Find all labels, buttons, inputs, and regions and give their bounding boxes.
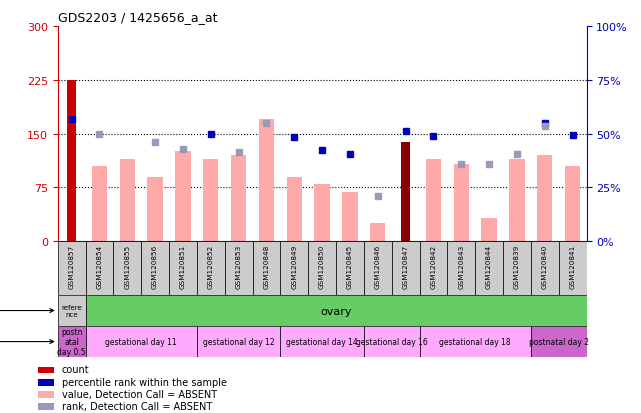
Text: GSM120857: GSM120857 xyxy=(69,244,74,288)
Bar xyxy=(392,242,419,295)
Bar xyxy=(510,159,524,242)
Text: value, Detection Call = ABSENT: value, Detection Call = ABSENT xyxy=(62,389,217,399)
Bar xyxy=(38,391,54,398)
Bar xyxy=(38,379,54,386)
Bar xyxy=(336,242,364,295)
Text: GSM120853: GSM120853 xyxy=(236,244,242,288)
Bar xyxy=(38,367,54,373)
Text: GSM120850: GSM120850 xyxy=(319,244,325,288)
Bar xyxy=(315,184,329,242)
Text: count: count xyxy=(62,365,89,375)
Text: GSM120845: GSM120845 xyxy=(347,244,353,288)
Bar xyxy=(308,242,336,295)
Bar xyxy=(370,224,385,242)
Text: postnatal day 2: postnatal day 2 xyxy=(529,337,588,346)
Text: ovary: ovary xyxy=(320,306,352,316)
Bar xyxy=(113,242,141,295)
Bar xyxy=(203,159,219,242)
Bar xyxy=(537,156,553,242)
Bar xyxy=(447,242,475,295)
Bar xyxy=(454,164,469,242)
Bar xyxy=(147,177,163,242)
Text: gestational day 11: gestational day 11 xyxy=(105,337,177,346)
Bar xyxy=(565,166,580,242)
Bar xyxy=(67,81,76,242)
Text: gestational day 18: gestational day 18 xyxy=(439,337,511,346)
Text: GSM120852: GSM120852 xyxy=(208,244,213,288)
Text: gestational day 12: gestational day 12 xyxy=(203,337,274,346)
Text: GSM120841: GSM120841 xyxy=(570,244,576,288)
Bar xyxy=(531,326,587,357)
Bar xyxy=(475,242,503,295)
Bar xyxy=(231,156,246,242)
Bar xyxy=(287,177,302,242)
Bar xyxy=(197,326,280,357)
Bar xyxy=(92,166,107,242)
Bar xyxy=(169,242,197,295)
Bar xyxy=(559,242,587,295)
Bar xyxy=(58,295,85,326)
Bar xyxy=(280,242,308,295)
Bar xyxy=(401,143,410,242)
Text: GSM120844: GSM120844 xyxy=(486,244,492,288)
Bar xyxy=(120,159,135,242)
Text: gestational day 14: gestational day 14 xyxy=(287,337,358,346)
Bar xyxy=(141,242,169,295)
Bar xyxy=(426,159,441,242)
Text: GSM120851: GSM120851 xyxy=(180,244,186,288)
Bar xyxy=(503,242,531,295)
Text: GSM120846: GSM120846 xyxy=(375,244,381,288)
Text: GDS2203 / 1425656_a_at: GDS2203 / 1425656_a_at xyxy=(58,11,217,24)
Text: gestational day 16: gestational day 16 xyxy=(356,337,428,346)
Bar xyxy=(175,152,190,242)
Bar xyxy=(419,326,531,357)
Bar xyxy=(531,242,559,295)
Text: GSM120847: GSM120847 xyxy=(403,244,408,288)
Bar xyxy=(85,326,197,357)
Bar xyxy=(58,242,85,295)
Text: rank, Detection Call = ABSENT: rank, Detection Call = ABSENT xyxy=(62,401,212,411)
Text: GSM120855: GSM120855 xyxy=(124,244,130,288)
Text: refere
nce: refere nce xyxy=(62,304,82,317)
Bar xyxy=(253,242,280,295)
Text: GSM120849: GSM120849 xyxy=(291,244,297,288)
Bar xyxy=(364,326,419,357)
Text: age: age xyxy=(0,337,54,347)
Text: GSM120840: GSM120840 xyxy=(542,244,548,288)
Text: postn
atal
day 0.5: postn atal day 0.5 xyxy=(57,327,86,356)
Text: GSM120854: GSM120854 xyxy=(96,244,103,288)
Text: GSM120848: GSM120848 xyxy=(263,244,269,288)
Bar xyxy=(419,242,447,295)
Text: GSM120842: GSM120842 xyxy=(431,244,437,288)
Bar xyxy=(197,242,225,295)
Bar xyxy=(280,326,364,357)
Text: percentile rank within the sample: percentile rank within the sample xyxy=(62,377,226,387)
Text: tissue: tissue xyxy=(0,306,54,316)
Bar xyxy=(38,404,54,410)
Bar xyxy=(364,242,392,295)
Bar xyxy=(342,193,358,242)
Text: GSM120839: GSM120839 xyxy=(514,244,520,288)
Bar xyxy=(58,326,85,357)
Text: GSM120856: GSM120856 xyxy=(152,244,158,288)
Bar xyxy=(481,219,497,242)
Bar xyxy=(225,242,253,295)
Bar xyxy=(85,242,113,295)
Bar xyxy=(259,120,274,242)
Text: GSM120843: GSM120843 xyxy=(458,244,464,288)
